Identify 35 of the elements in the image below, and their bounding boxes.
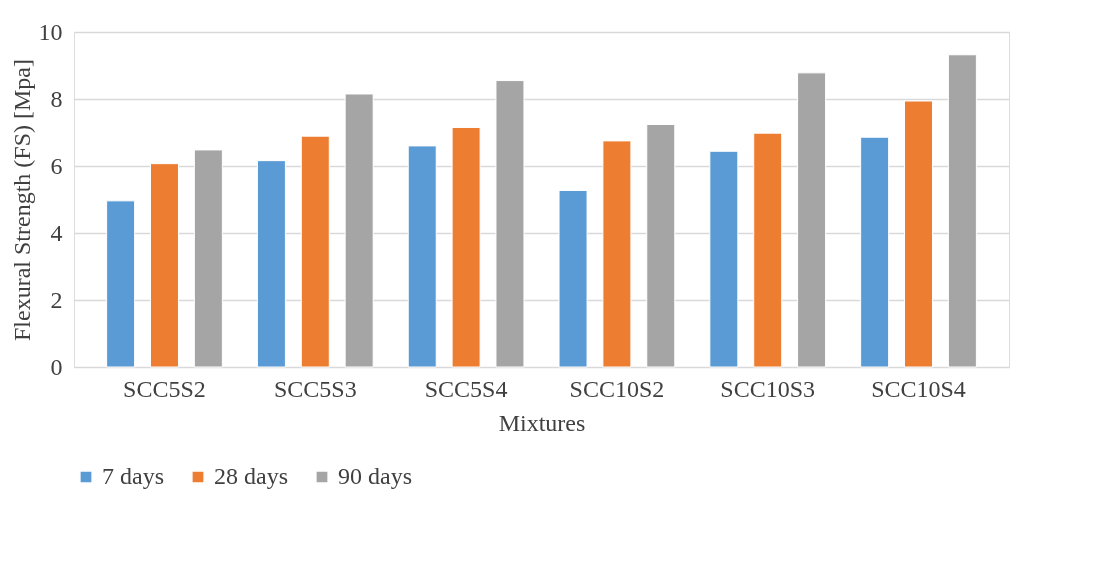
bar bbox=[495, 80, 525, 368]
y-tick-label: 0 bbox=[50, 353, 63, 380]
x-axis-title: Mixtures bbox=[498, 409, 586, 436]
bar bbox=[860, 136, 890, 368]
bar bbox=[149, 163, 179, 368]
bar bbox=[797, 72, 827, 368]
y-tick-label: 8 bbox=[50, 85, 63, 112]
x-tick-label: SCC5S3 bbox=[273, 375, 357, 402]
x-tick-label: SCC5S4 bbox=[424, 375, 508, 402]
legend-label: 7 days bbox=[102, 463, 164, 489]
y-tick-label: 10 bbox=[38, 18, 63, 45]
bar bbox=[451, 126, 481, 368]
bar bbox=[947, 54, 977, 368]
legend-label: 28 days bbox=[214, 463, 288, 489]
bar bbox=[407, 145, 437, 368]
bar bbox=[106, 200, 136, 368]
y-tick-label: 6 bbox=[50, 152, 63, 179]
x-tick-label: SCC10S2 bbox=[569, 375, 665, 402]
bar bbox=[646, 123, 676, 368]
bar bbox=[753, 132, 783, 368]
bar bbox=[558, 189, 588, 368]
y-tick-label: 4 bbox=[50, 219, 63, 246]
y-axis-title: Flexural Strength (FS) [Mpa] bbox=[8, 59, 35, 341]
bar bbox=[256, 160, 286, 368]
bar bbox=[904, 100, 934, 368]
bar bbox=[602, 140, 632, 368]
bar bbox=[709, 150, 739, 368]
x-tick-label: SCC5S2 bbox=[123, 375, 206, 402]
legend-label: 90 days bbox=[338, 463, 412, 489]
x-tick-label: SCC10S3 bbox=[720, 375, 816, 402]
bar bbox=[300, 135, 330, 368]
y-tick-label: 2 bbox=[50, 286, 63, 313]
bar bbox=[344, 93, 374, 368]
x-tick-label: SCC10S4 bbox=[871, 375, 966, 402]
bar bbox=[193, 149, 223, 368]
